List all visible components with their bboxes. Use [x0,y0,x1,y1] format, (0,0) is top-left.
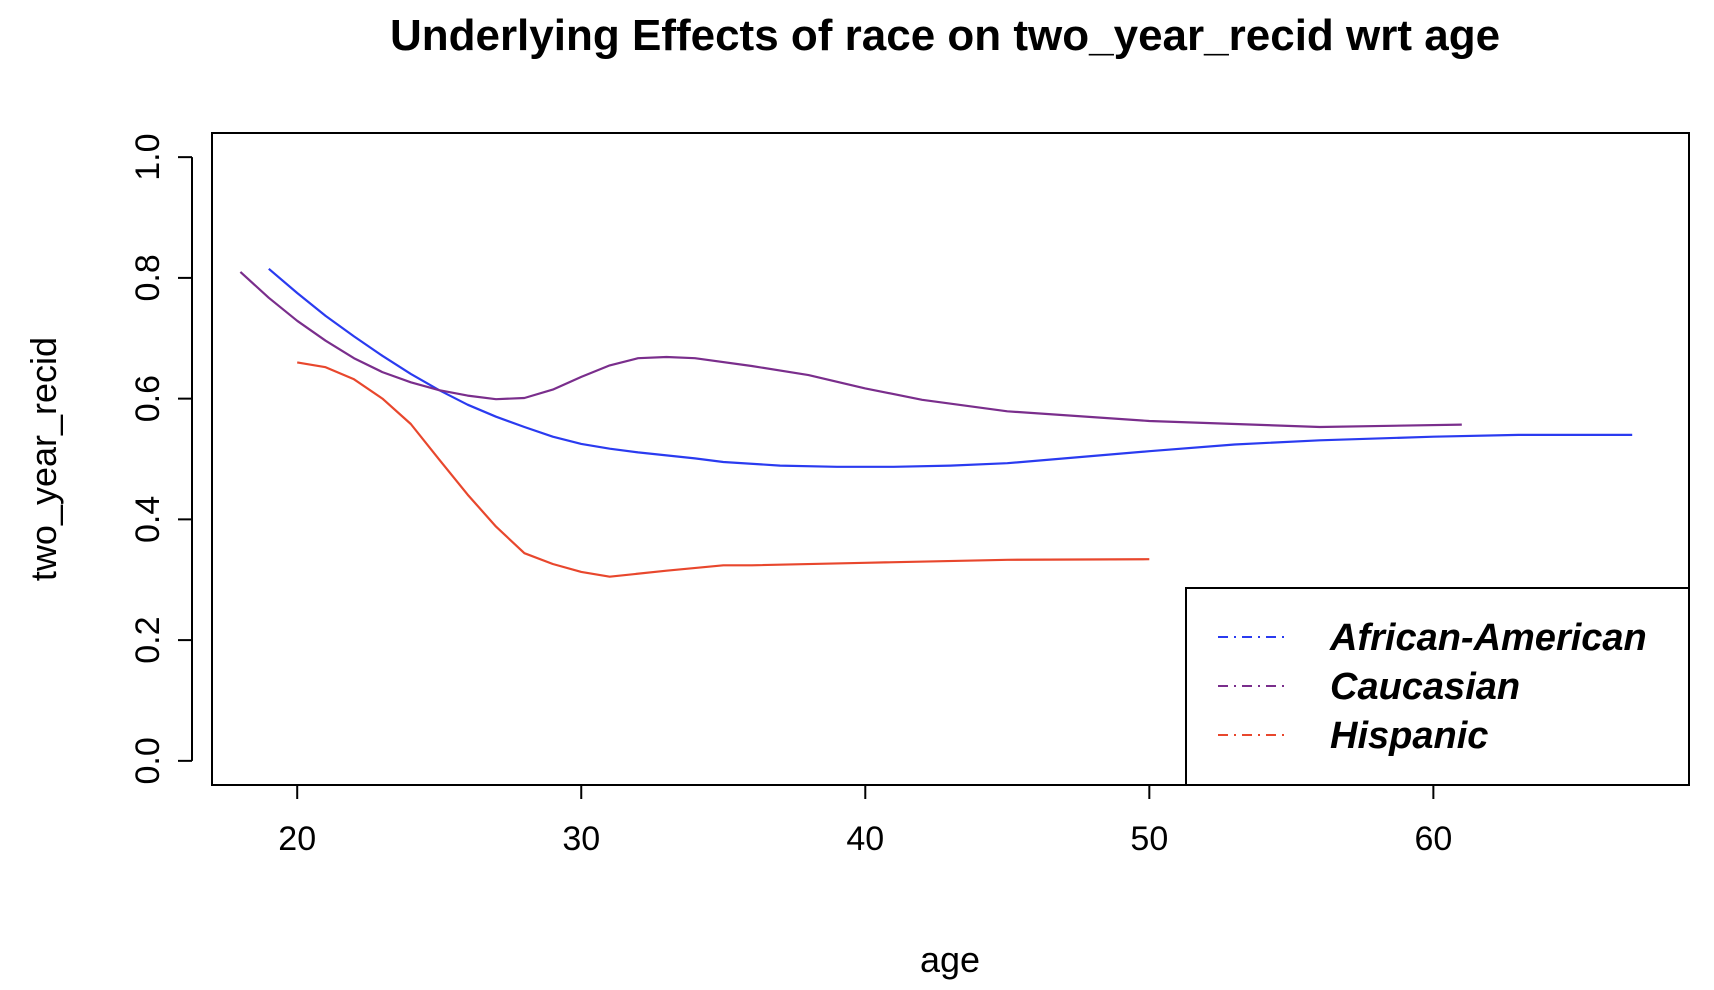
series-line-african-american [268,267,1633,468]
x-axis-label: age [920,939,980,980]
x-tick-label: 40 [846,820,884,858]
y-axis-label: two_year_recid [23,337,64,581]
legend-label: African-American [1329,617,1647,659]
series-line-hispanic [297,361,1150,578]
x-tick-label: 30 [562,820,600,858]
y-tick-label: 0.6 [129,375,167,422]
legend-label: Caucasian [1330,666,1520,708]
chart-title: Underlying Effects of race on two_year_r… [390,11,1500,60]
x-tick-label: 50 [1130,820,1168,858]
y-tick-label: 0.4 [129,496,167,543]
x-tick-label: 60 [1414,820,1452,858]
plot-lines [239,267,1633,578]
y-axis: 0.0 0.2 0.4 0.6 0.8 1.0 [129,134,193,784]
x-axis: 20 30 40 50 60 [278,784,1452,858]
series-line-caucasian [239,271,1462,429]
y-tick-label: 0.8 [129,254,167,301]
x-tick-label: 20 [278,820,316,858]
legend-label: Hispanic [1330,715,1488,757]
y-tick-label: 1.0 [129,134,167,181]
y-tick-label: 0.2 [129,616,167,663]
y-tick-label: 0.0 [129,737,167,784]
legend: African-American Caucasian Hispanic [1185,587,1690,786]
